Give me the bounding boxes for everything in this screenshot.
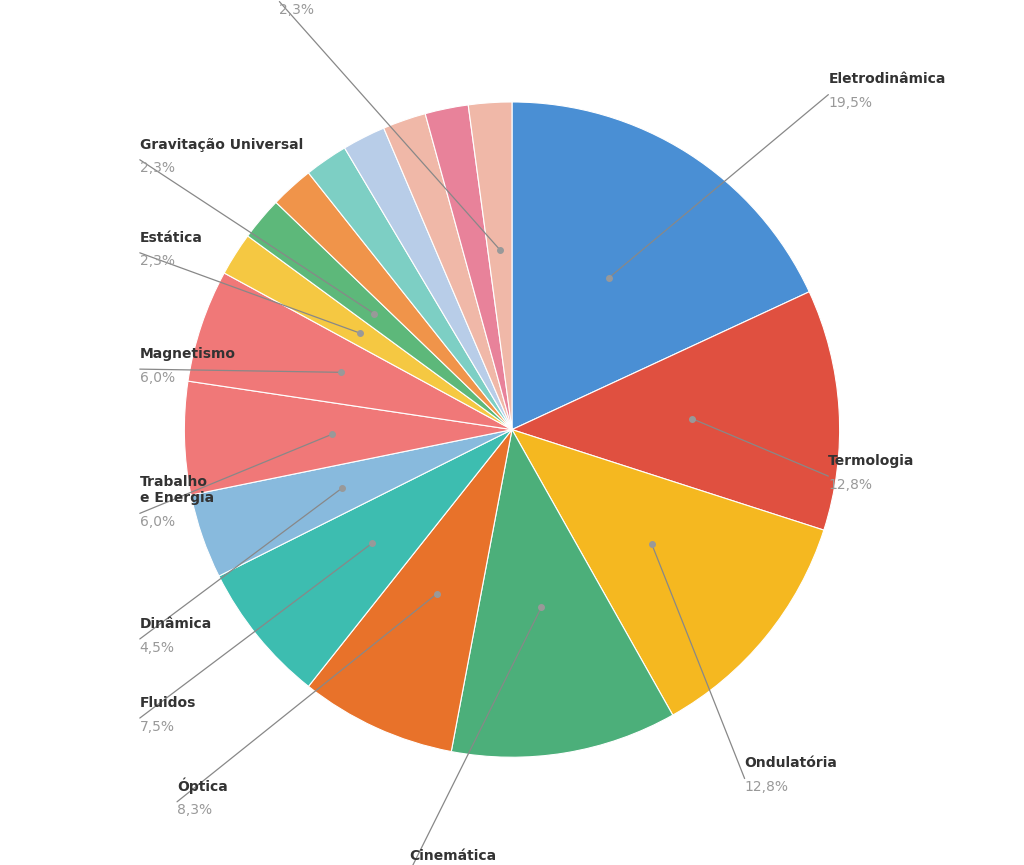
Wedge shape [512,430,824,715]
Text: 7,5%: 7,5% [140,720,175,734]
Text: 19,5%: 19,5% [828,96,872,110]
Text: 2,3%: 2,3% [280,3,314,17]
Text: Magnetismo: Magnetismo [140,347,236,361]
Wedge shape [345,128,512,430]
Wedge shape [276,173,512,430]
Wedge shape [384,113,512,430]
Wedge shape [468,102,512,430]
Text: 6,0%: 6,0% [140,371,175,385]
Text: 12,8%: 12,8% [744,780,788,794]
Text: Óptica: Óptica [177,777,227,793]
Text: 8,3%: 8,3% [177,804,212,817]
Text: 2,3%: 2,3% [140,162,175,176]
Text: Ondulatória: Ondulatória [744,756,838,771]
Wedge shape [308,148,512,430]
Text: Estática: Estática [140,231,203,245]
Wedge shape [188,273,512,430]
Text: 4,5%: 4,5% [140,641,175,655]
Wedge shape [512,102,809,430]
Text: Eletrodinâmica: Eletrodinâmica [828,73,946,87]
Wedge shape [184,381,512,495]
Text: Termologia: Termologia [828,454,914,468]
Text: Fluidos: Fluidos [140,695,197,710]
Text: 6,0%: 6,0% [140,515,175,529]
Text: 2,3%: 2,3% [140,254,175,268]
Wedge shape [219,430,512,686]
Text: Trabalho
e Energia: Trabalho e Energia [140,475,214,505]
Text: Gravitação Universal: Gravitação Universal [140,138,303,151]
Text: 12,8%: 12,8% [828,477,872,492]
Wedge shape [512,292,840,530]
Wedge shape [452,430,673,757]
Text: Cinemática: Cinemática [410,849,497,863]
Wedge shape [190,430,512,576]
Wedge shape [224,236,512,430]
Wedge shape [425,105,512,430]
Wedge shape [248,202,512,430]
Text: Dinâmica: Dinâmica [140,617,212,631]
Wedge shape [308,430,512,752]
